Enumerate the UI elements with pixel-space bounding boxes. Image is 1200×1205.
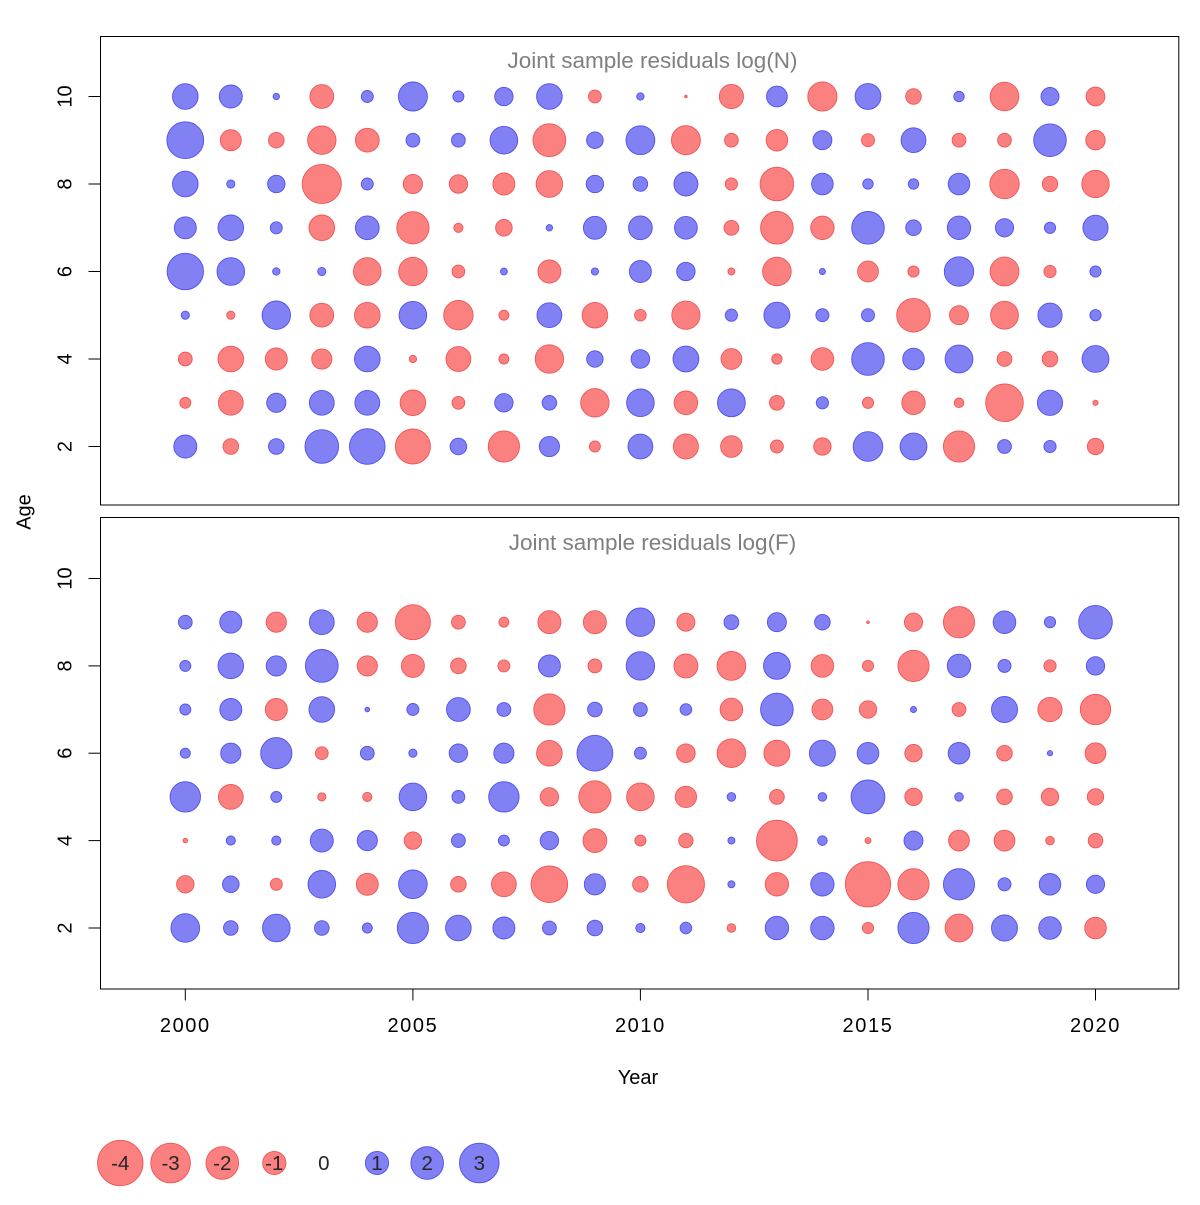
svg-text:Joint sample residuals log(N): Joint sample residuals log(N) [507,48,797,73]
svg-text:8: 8 [54,178,76,189]
svg-text:2005: 2005 [387,1015,438,1037]
svg-text:6: 6 [54,266,76,277]
svg-text:8: 8 [54,660,76,671]
svg-text:-2: -2 [213,1152,231,1175]
svg-text:10: 10 [54,85,76,107]
svg-text:2: 2 [421,1152,432,1175]
svg-text:3: 3 [474,1152,485,1175]
svg-text:2000: 2000 [160,1015,211,1037]
svg-text:6: 6 [54,748,76,759]
svg-text:-1: -1 [265,1152,283,1175]
svg-text:0: 0 [318,1152,329,1175]
svg-text:1: 1 [371,1152,382,1175]
svg-text:4: 4 [54,835,76,846]
svg-text:-3: -3 [161,1152,179,1175]
svg-text:2015: 2015 [843,1015,894,1037]
svg-text:2020: 2020 [1070,1015,1121,1037]
svg-text:Joint sample residuals log(F): Joint sample residuals log(F) [509,530,797,555]
svg-text:-4: -4 [111,1152,129,1175]
svg-text:10: 10 [54,567,76,589]
svg-text:2010: 2010 [615,1015,666,1037]
svg-text:2: 2 [54,441,76,452]
svg-text:4: 4 [54,353,76,364]
svg-text:Age: Age [14,494,36,530]
svg-text:2: 2 [54,922,76,933]
svg-text:Year: Year [618,1067,659,1089]
